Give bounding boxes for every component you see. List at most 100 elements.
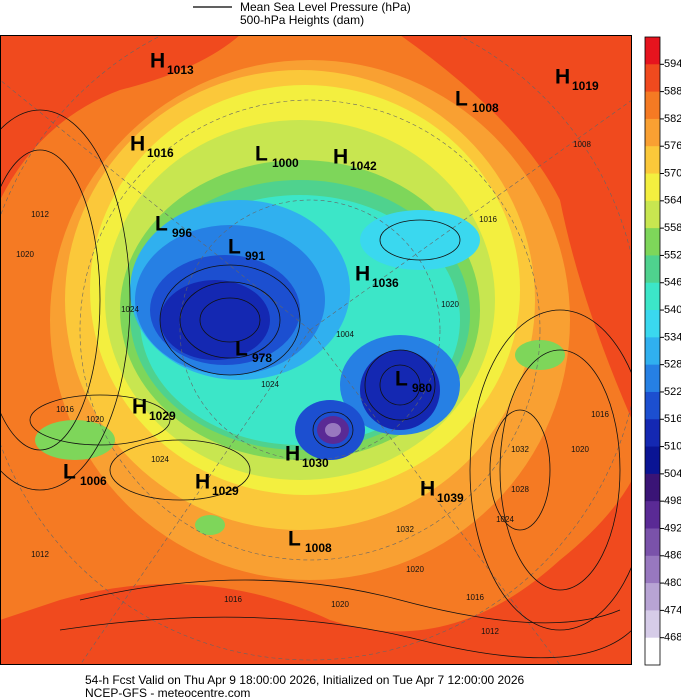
center-pressure: 1019	[572, 79, 599, 93]
footer-text: NCEP-GFS - meteocentre.com	[85, 686, 250, 700]
colorbar-label: 534	[664, 331, 681, 343]
isobar-label: 1012	[31, 210, 49, 219]
colorbar-swatch	[645, 146, 660, 175]
center-letter: H	[132, 396, 147, 419]
colorbar-label: 546	[664, 277, 681, 289]
center-letter: H	[195, 471, 210, 494]
center-pressure: 1042	[350, 159, 377, 173]
colorbar-swatch	[645, 37, 660, 65]
center-letter: L	[455, 88, 468, 111]
map	[0, 35, 632, 665]
colorbar-label: 588	[664, 86, 681, 98]
center-pressure: 996	[172, 226, 192, 240]
isobar-label: 1028	[511, 485, 529, 494]
colorbar-label: 528	[664, 359, 681, 371]
colorbar-swatch	[645, 528, 660, 557]
isobar-label: 1020	[86, 415, 104, 424]
isobar-label: 1012	[481, 627, 499, 636]
isobar-label: 1008	[573, 140, 591, 149]
colorbar-label: 468	[664, 632, 681, 644]
center-letter: L	[155, 213, 168, 236]
isobar-label: 1016	[224, 595, 242, 604]
colorbar-swatch	[645, 583, 660, 611]
center-pressure: 1008	[305, 541, 332, 555]
colorbar-swatch	[645, 173, 660, 202]
colorbar-swatch	[645, 91, 660, 120]
center-pressure: 980	[412, 381, 432, 395]
colorbar-swatch	[645, 282, 660, 311]
colorbar-swatch	[645, 364, 660, 393]
colorbar-swatch	[645, 501, 660, 529]
center-letter: H	[355, 263, 370, 286]
isobar-label: 1020	[16, 250, 34, 259]
colorbar-swatch	[645, 200, 660, 229]
center-pressure: 1029	[149, 409, 176, 423]
colorbar-label: 594	[664, 58, 681, 70]
center-letter: L	[395, 368, 408, 391]
colorbar-swatch	[645, 473, 660, 502]
colorbar-label: 474	[664, 604, 681, 616]
center-letter: L	[235, 338, 248, 361]
center-letter: L	[63, 461, 76, 484]
colorbar-label: 522	[664, 386, 681, 398]
colorbar-swatch	[645, 391, 660, 420]
center-letter: H	[285, 443, 300, 466]
isobar-label: 1020	[441, 300, 459, 309]
colorbar-swatch	[645, 228, 660, 256]
footer-text: 54-h Fcst Valid on Thu Apr 9 18:00:00 20…	[85, 673, 525, 687]
colorbar-label: 498	[664, 495, 681, 507]
colorbar-swatch	[645, 310, 660, 338]
colorbar-label: 510	[664, 440, 681, 452]
center-pressure: 1029	[212, 484, 239, 498]
center-pressure: 1000	[272, 156, 299, 170]
colorbar-label: 516	[664, 413, 681, 425]
isobar-label: 1024	[496, 515, 514, 524]
center-letter: L	[288, 528, 301, 551]
map-frame	[0, 35, 632, 665]
colorbar-label: 558	[664, 222, 681, 234]
colorbar-swatch	[645, 637, 660, 666]
colorbar-swatch	[645, 419, 660, 448]
isobar-label: 1024	[121, 305, 139, 314]
colorbar-label: 504	[664, 468, 681, 480]
isobar-label: 1024	[151, 455, 169, 464]
colorbar-frame	[644, 36, 661, 666]
colorbar-swatch	[645, 64, 660, 93]
colorbar-label: 540	[664, 304, 681, 316]
isobar-label: 1012	[31, 550, 49, 559]
center-letter: H	[150, 50, 165, 73]
center-pressure: 1039	[437, 491, 464, 505]
center-pressure: 1016	[147, 146, 174, 160]
center-pressure: 978	[252, 351, 272, 365]
center-letter: H	[333, 146, 348, 169]
colorbar-label: 582	[664, 113, 681, 125]
colorbar-swatch	[645, 446, 660, 475]
colorbar-label: 492	[664, 522, 681, 534]
colorbar-label: 564	[664, 195, 681, 207]
isobar-label: 1004	[336, 330, 354, 339]
center-pressure: 1036	[372, 276, 399, 290]
center-pressure: 1006	[80, 474, 107, 488]
center-letter: H	[555, 66, 570, 89]
isobar-label: 1016	[56, 405, 74, 414]
colorbar-label: 552	[664, 249, 681, 261]
legend-text: Mean Sea Level Pressure (hPa)	[240, 0, 411, 14]
colorbar-label: 570	[664, 167, 681, 179]
colorbar-swatch	[645, 255, 660, 284]
colorbar-swatch	[645, 610, 660, 639]
center-letter: H	[130, 133, 145, 156]
isobar-label: 1032	[511, 445, 529, 454]
center-letter: H	[420, 478, 435, 501]
colorbar-swatch	[645, 337, 660, 366]
colorbar-swatch	[645, 555, 660, 584]
isobar-label: 1016	[466, 593, 484, 602]
center-pressure: 1008	[472, 101, 499, 115]
legend-text: 500-hPa Heights (dam)	[240, 13, 364, 27]
center-letter: L	[228, 236, 241, 259]
colorbar-label: 480	[664, 577, 681, 589]
isobar-label: 1020	[571, 445, 589, 454]
center-pressure: 1030	[302, 456, 329, 470]
colorbar-swatch	[645, 118, 660, 147]
isobar-label: 1032	[396, 525, 414, 534]
